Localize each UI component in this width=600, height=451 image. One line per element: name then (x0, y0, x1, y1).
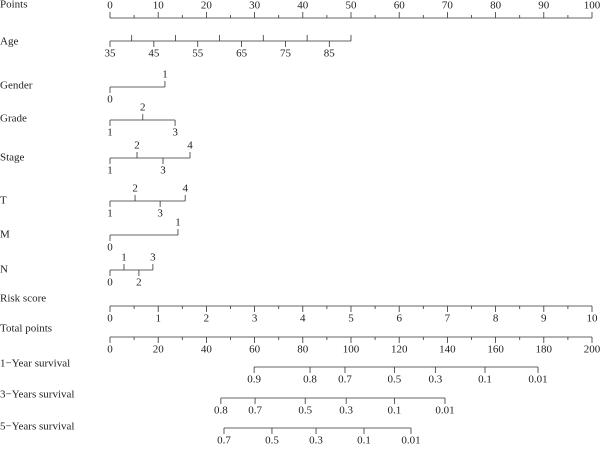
tick-label: 4 (182, 183, 188, 195)
scale-name: N (0, 264, 8, 276)
tick-label: 0.01 (435, 405, 454, 417)
tick-label: 0.1 (478, 374, 492, 386)
tick-label: 9 (541, 313, 547, 325)
tick-label: 1 (107, 208, 113, 220)
tick-label: 100 (343, 344, 360, 356)
tick-label: 60 (394, 0, 406, 12)
tick-label: 0 (107, 344, 113, 356)
tick-label: 45 (148, 48, 160, 60)
tick-label: 0.01 (528, 374, 547, 386)
tick-label: 70 (442, 0, 454, 12)
tick-label: 80 (490, 0, 502, 12)
tick-label: 7 (445, 313, 451, 325)
tick-label: 1 (175, 217, 181, 229)
tick-label: 1 (155, 313, 161, 325)
tick-label: 30 (249, 0, 261, 12)
tick-label: 4 (187, 140, 193, 152)
tick-label: 0.8 (303, 374, 317, 386)
tick-label: 1 (121, 252, 127, 264)
tick-label: 6 (396, 313, 402, 325)
tick-label: 0.3 (428, 374, 442, 386)
tick-label: 2 (204, 313, 210, 325)
tick-label: 40 (201, 344, 213, 356)
tick-label: 10 (587, 313, 599, 325)
scale-name: Points (0, 0, 28, 11)
tick-label: 0.5 (298, 405, 312, 417)
tick-label: 1 (107, 127, 113, 139)
tick-label: 0 (107, 242, 113, 254)
tick-label: 3 (252, 313, 258, 325)
tick-label: 5 (348, 313, 354, 325)
scale-name: T (0, 195, 7, 207)
tick-label: 60 (249, 344, 261, 356)
scale-name: Stage (0, 152, 25, 164)
tick-label: 55 (192, 48, 204, 60)
tick-label: 90 (538, 0, 550, 12)
tick-label: 0.9 (247, 374, 261, 386)
tick-label: 80 (297, 344, 309, 356)
tick-label: 2 (132, 183, 138, 195)
tick-label: 10 (153, 0, 165, 12)
tick-label: 0.3 (339, 405, 353, 417)
tick-label: 180 (536, 344, 553, 356)
tick-label: 0.7 (248, 405, 262, 417)
tick-label: 2 (140, 102, 146, 114)
tick-label: 1 (162, 69, 168, 81)
scale-name: 3−Years survival (0, 389, 74, 401)
tick-label: 50 (346, 0, 358, 12)
tick-label: 0.7 (338, 374, 352, 386)
tick-label: 8 (493, 313, 499, 325)
tick-label: 0.1 (388, 405, 402, 417)
scale-name: Grade (0, 113, 27, 125)
tick-label: 2 (134, 140, 140, 152)
scale-name: Age (0, 36, 18, 48)
tick-label: 0.5 (265, 435, 279, 447)
tick-label: 20 (153, 344, 165, 356)
scale-name: M (0, 229, 10, 241)
tick-label: 0 (107, 313, 113, 325)
scale-name: Risk score (0, 293, 46, 305)
tick-label: 85 (324, 48, 336, 60)
tick-label: 20 (201, 0, 213, 12)
tick-label: 0.3 (309, 435, 323, 447)
tick-label: 200 (584, 344, 600, 356)
tick-label: 40 (297, 0, 309, 12)
tick-label: 0.7 (217, 435, 231, 447)
scale-name: 5−Years survival (0, 421, 74, 433)
tick-label: 100 (584, 0, 600, 12)
tick-label: 0.5 (388, 374, 402, 386)
tick-label: 3 (157, 208, 163, 220)
tick-label: 75 (280, 48, 292, 60)
tick-label: 0.1 (357, 435, 371, 447)
tick-label: 160 (487, 344, 504, 356)
tick-label: 0 (107, 0, 113, 12)
tick-label: 120 (391, 344, 408, 356)
scale-name: Total points (0, 323, 52, 335)
tick-label: 3 (172, 127, 178, 139)
tick-label: 0.8 (214, 405, 228, 417)
tick-label: 3 (150, 252, 156, 264)
scale-name: Gender (0, 80, 33, 92)
tick-label: 0 (107, 94, 113, 106)
tick-label: 2 (136, 277, 142, 289)
tick-label: 65 (236, 48, 248, 60)
tick-label: 0 (107, 277, 113, 289)
tick-label: 0.01 (401, 435, 420, 447)
tick-label: 35 (105, 48, 117, 60)
scale-name: 1−Year survival (0, 358, 70, 370)
tick-label: 140 (439, 344, 456, 356)
tick-label: 1 (107, 165, 113, 177)
tick-label: 3 (160, 165, 166, 177)
tick-label: 4 (300, 313, 306, 325)
